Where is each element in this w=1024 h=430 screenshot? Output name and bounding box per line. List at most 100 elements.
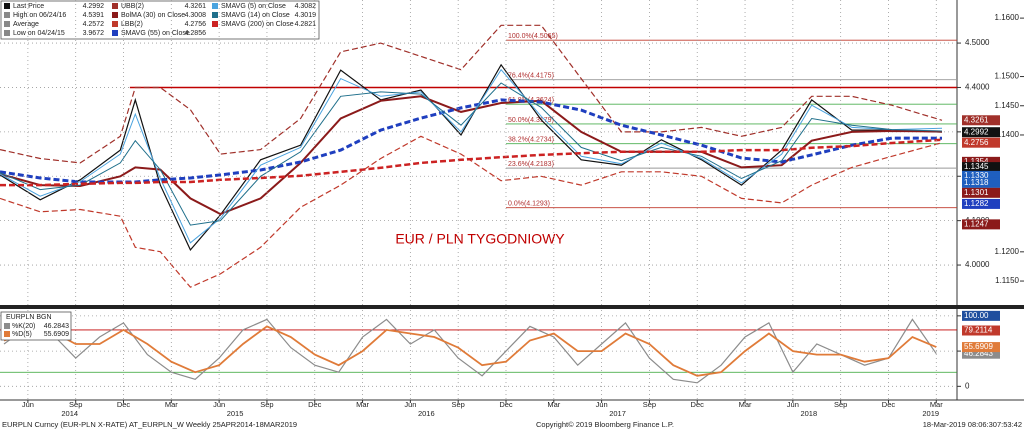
year-label: 2018 xyxy=(800,409,817,418)
legend-label: SMAVG (5) on Close xyxy=(221,3,286,10)
legend-swatch xyxy=(212,21,218,27)
value-box xyxy=(962,198,1000,209)
value-box-label: 1.1301 xyxy=(964,188,989,197)
y2-tick-label: 1.1200 xyxy=(995,247,1020,256)
legend-label: LBB(2) xyxy=(121,21,143,28)
value-box-label: 1.1282 xyxy=(964,199,989,208)
legend-value: 4.3019 xyxy=(295,12,317,19)
x-tick-label: Mar xyxy=(165,400,178,409)
x-tick-label: Dec xyxy=(499,400,513,409)
y2-tick-label: 1.1600 xyxy=(995,13,1020,22)
legend-label: High on 06/24/16 xyxy=(13,12,66,19)
y-tick-label: 4.5000 xyxy=(965,38,990,47)
fib-label: 38.2%(4.2734) xyxy=(508,137,554,144)
value-box xyxy=(962,177,1000,188)
x-tick-label: Dec xyxy=(308,400,322,409)
y-tick-label: 4.0000 xyxy=(965,260,990,269)
fib-label: 100.0%(4.5065) xyxy=(508,33,558,40)
x-tick-label: Mar xyxy=(356,400,369,409)
y2-tick-label: 1.1150 xyxy=(995,276,1019,285)
value-box xyxy=(962,310,1000,321)
fib-label: 0.0%(4.1293) xyxy=(508,200,550,207)
legend-label: Low on 04/24/15 xyxy=(13,30,65,37)
series-line xyxy=(3,325,937,377)
value-box xyxy=(962,219,1000,230)
y2-tick-label: 1.1500 xyxy=(995,72,1020,81)
value-box-label: 1.1330 xyxy=(964,171,989,180)
legend-label: SMAVG (55) on Close xyxy=(121,30,190,37)
legend-swatch xyxy=(112,21,118,27)
x-tick-label: Sep xyxy=(643,400,656,409)
legend-swatch xyxy=(4,12,10,18)
legend-swatch xyxy=(112,12,118,18)
annotation: EUR / PLN TYGODNIOWY xyxy=(395,231,565,247)
value-box-label: 4.3261 xyxy=(964,115,989,124)
value-box xyxy=(962,162,1000,173)
legend-value: 4.2821 xyxy=(295,21,317,28)
legend-value: 4.5391 xyxy=(83,12,105,19)
y-tick-label: 4.4000 xyxy=(965,83,990,92)
series-line xyxy=(0,24,943,164)
x-tick-label: Sep xyxy=(260,400,273,409)
value-box xyxy=(962,342,1000,353)
legend-swatch xyxy=(4,21,10,27)
footer-left: EURPLN Curncy (EUR-PLN X-RATE) AT_EURPLN… xyxy=(2,420,297,429)
y2-tick-label: 1.1450 xyxy=(995,101,1020,110)
footer-center: Copyright© 2019 Bloomberg Finance L.P. xyxy=(536,420,674,429)
year-label: 2017 xyxy=(609,409,626,418)
x-tick-label: Jun xyxy=(404,400,416,409)
legend-value: 4.3008 xyxy=(185,12,207,19)
x-tick-label: Dec xyxy=(117,400,131,409)
legend-value: 46.2843 xyxy=(44,323,69,330)
legend-label: SMAVG (200) on Close xyxy=(221,21,294,28)
value-box-label: 79.2114 xyxy=(964,326,993,335)
legend-swatch xyxy=(212,12,218,18)
value-box xyxy=(962,325,1000,336)
panel-separator xyxy=(0,305,1024,309)
legend-label: %D(5) xyxy=(12,331,32,338)
legend-swatch xyxy=(112,3,118,9)
x-tick-label: Dec xyxy=(691,400,705,409)
series-line xyxy=(3,318,937,384)
series-line xyxy=(0,135,943,288)
year-label: 2016 xyxy=(418,409,435,418)
legend-title: EURPLN BGN xyxy=(6,314,52,321)
x-tick-label: Jun xyxy=(596,400,608,409)
legend-value: 4.2572 xyxy=(83,21,105,28)
value-box-label: 1.1318 xyxy=(964,178,989,187)
footer-right: 18-Mar-2019 08:06:307:53:42 xyxy=(923,420,1022,429)
year-label: 2019 xyxy=(922,409,939,418)
legend-label: Average xyxy=(13,21,39,28)
value-box-label: 4.2756 xyxy=(964,138,989,147)
value-box-label: 46.2843 xyxy=(964,349,993,358)
x-tick-label: Sep xyxy=(69,400,82,409)
legend-label: UBB(2) xyxy=(121,3,144,10)
series-line xyxy=(0,138,943,187)
x-tick-label: Mar xyxy=(547,400,560,409)
legend-box xyxy=(0,0,320,40)
value-box-label: 100.00 xyxy=(964,311,989,320)
x-tick-label: Jun xyxy=(213,400,225,409)
x-tick-label: Mar xyxy=(930,400,943,409)
legend-swatch xyxy=(4,331,10,337)
legend-value: 4.3261 xyxy=(185,3,207,10)
x-tick-label: Dec xyxy=(882,400,896,409)
fib-label: 23.6%(4.2183) xyxy=(508,161,554,168)
value-box-label: 1.1354 xyxy=(964,157,989,166)
legend-swatch xyxy=(4,3,10,9)
x-tick-label: Sep xyxy=(452,400,465,409)
legend-swatch xyxy=(4,30,10,36)
legend-value: 55.6909 xyxy=(44,331,69,338)
legend-value: 4.2756 xyxy=(185,21,207,28)
legend-swatch xyxy=(4,323,10,329)
legend-value: 3.9672 xyxy=(83,30,105,37)
value-box xyxy=(962,127,1000,138)
y2-tick-label: 1.1400 xyxy=(995,130,1020,139)
x-tick-label: Jun xyxy=(787,400,799,409)
x-tick-label: Sep xyxy=(834,400,847,409)
value-box xyxy=(962,187,1000,198)
year-label: 2015 xyxy=(227,409,244,418)
x-tick-label: Mar xyxy=(739,400,752,409)
